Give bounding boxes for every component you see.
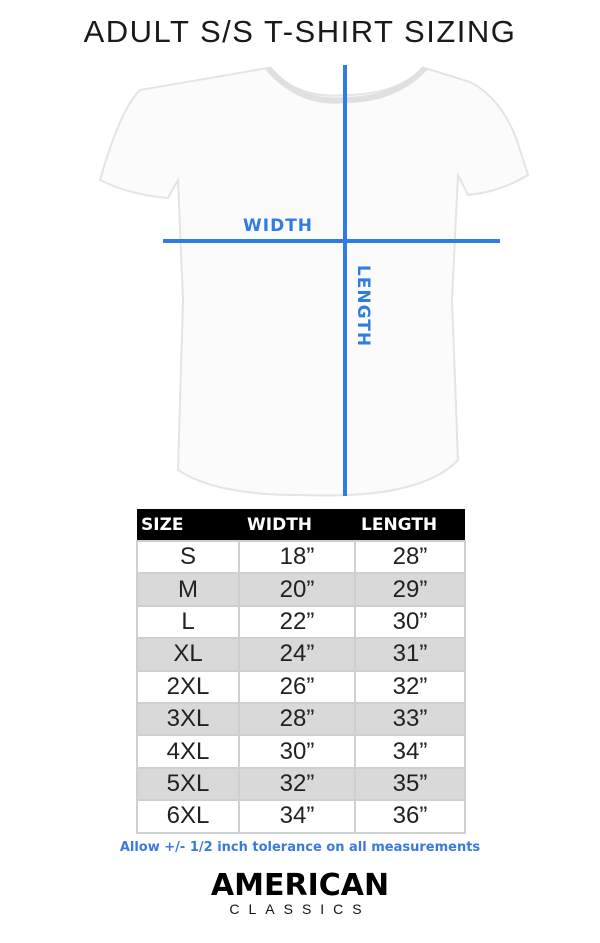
table-row: XL 24” 31” [136, 637, 466, 672]
tolerance-note: Allow +/- 1/2 inch tolerance on all meas… [119, 840, 481, 855]
cell-size: 6XL [136, 799, 240, 834]
cell-width: 24” [238, 637, 356, 672]
cell-width: 32” [238, 766, 356, 802]
cell-width: 20” [238, 572, 356, 607]
cell-length: 28” [354, 539, 466, 575]
cell-length: 35” [354, 766, 466, 802]
cell-size: M [136, 572, 240, 607]
cell-width: 26” [238, 669, 356, 704]
cell-length: 34” [354, 734, 466, 769]
header-size: SIZE [137, 509, 239, 541]
cell-length: 33” [354, 701, 466, 737]
cell-size: 3XL [136, 701, 240, 737]
table-row: M 20” 29” [136, 572, 466, 607]
cell-width: 18” [238, 539, 356, 575]
cell-width: 28” [238, 701, 356, 737]
header-width: WIDTH [239, 509, 355, 541]
cell-size: XL [136, 637, 240, 672]
cell-length: 32” [354, 669, 466, 704]
width-label: WIDTH [243, 216, 314, 236]
brand-logo-line2: CLASSICS [229, 901, 371, 917]
table-row: 6XL 34” 36” [136, 799, 466, 834]
cell-width: 34” [238, 799, 356, 834]
table-row: 4XL 30” 34” [136, 734, 466, 769]
page-title: ADULT S/S T-SHIRT SIZING [83, 14, 517, 49]
table-row: L 22” 30” [136, 604, 466, 640]
cell-size: S [136, 539, 240, 575]
cell-size: 4XL [136, 734, 240, 769]
cell-length: 30” [354, 604, 466, 640]
size-table: SIZE WIDTH LENGTH S 18” 28” M 20” 29” L 22” 30” X… [136, 509, 466, 834]
length-label: LENGTH [353, 264, 373, 348]
tshirt-outline [98, 66, 530, 497]
table-row: S 18” 28” [136, 539, 466, 575]
table-row: 2XL 26” 32” [136, 669, 466, 704]
cell-width: 22” [238, 604, 356, 640]
cell-length: 36” [354, 799, 466, 834]
cell-length: 31” [354, 637, 466, 672]
cell-length: 29” [354, 572, 466, 607]
cell-size: L [136, 604, 240, 640]
table-row: 5XL 32” 35” [136, 766, 466, 802]
cell-width: 30” [238, 734, 356, 769]
cell-size: 2XL [136, 669, 240, 704]
table-row: 3XL 28” 33” [136, 701, 466, 737]
tshirt-diagram [98, 65, 530, 497]
header-length: LENGTH [355, 509, 465, 541]
table-header: SIZE WIDTH LENGTH [137, 509, 465, 541]
brand-logo-line1: AMERICAN [210, 868, 390, 903]
cell-size: 5XL [136, 766, 240, 802]
